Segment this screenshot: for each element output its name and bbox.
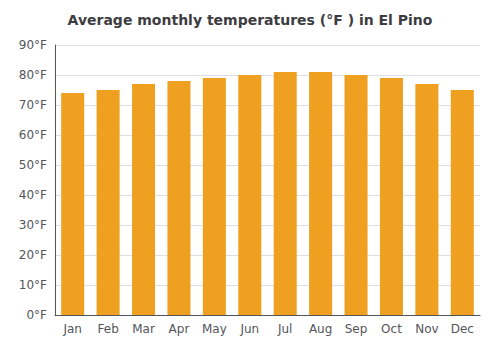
svg-text:Dec: Dec xyxy=(451,322,474,336)
svg-text:20°F: 20°F xyxy=(19,248,47,262)
svg-text:Nov: Nov xyxy=(415,322,438,336)
svg-text:10°F: 10°F xyxy=(19,278,47,292)
svg-text:Apr: Apr xyxy=(169,322,190,336)
svg-text:60°F: 60°F xyxy=(19,128,47,142)
svg-text:Oct: Oct xyxy=(381,322,402,336)
svg-text:Feb: Feb xyxy=(98,322,119,336)
svg-text:Mar: Mar xyxy=(132,322,155,336)
svg-text:80°F: 80°F xyxy=(19,68,47,82)
svg-text:Average monthly temperatures (: Average monthly temperatures (°F ) in El… xyxy=(68,12,433,28)
svg-text:50°F: 50°F xyxy=(19,158,47,172)
svg-text:Jun: Jun xyxy=(239,322,259,336)
svg-text:0°F: 0°F xyxy=(26,308,47,322)
svg-text:Sep: Sep xyxy=(345,322,368,336)
svg-text:Jul: Jul xyxy=(277,322,292,336)
svg-text:Aug: Aug xyxy=(309,322,332,336)
svg-text:90°F: 90°F xyxy=(19,38,47,52)
svg-text:May: May xyxy=(202,322,227,336)
svg-text:30°F: 30°F xyxy=(19,218,47,232)
svg-text:70°F: 70°F xyxy=(19,98,47,112)
svg-text:40°F: 40°F xyxy=(19,188,47,202)
svg-text:Jan: Jan xyxy=(62,322,82,336)
